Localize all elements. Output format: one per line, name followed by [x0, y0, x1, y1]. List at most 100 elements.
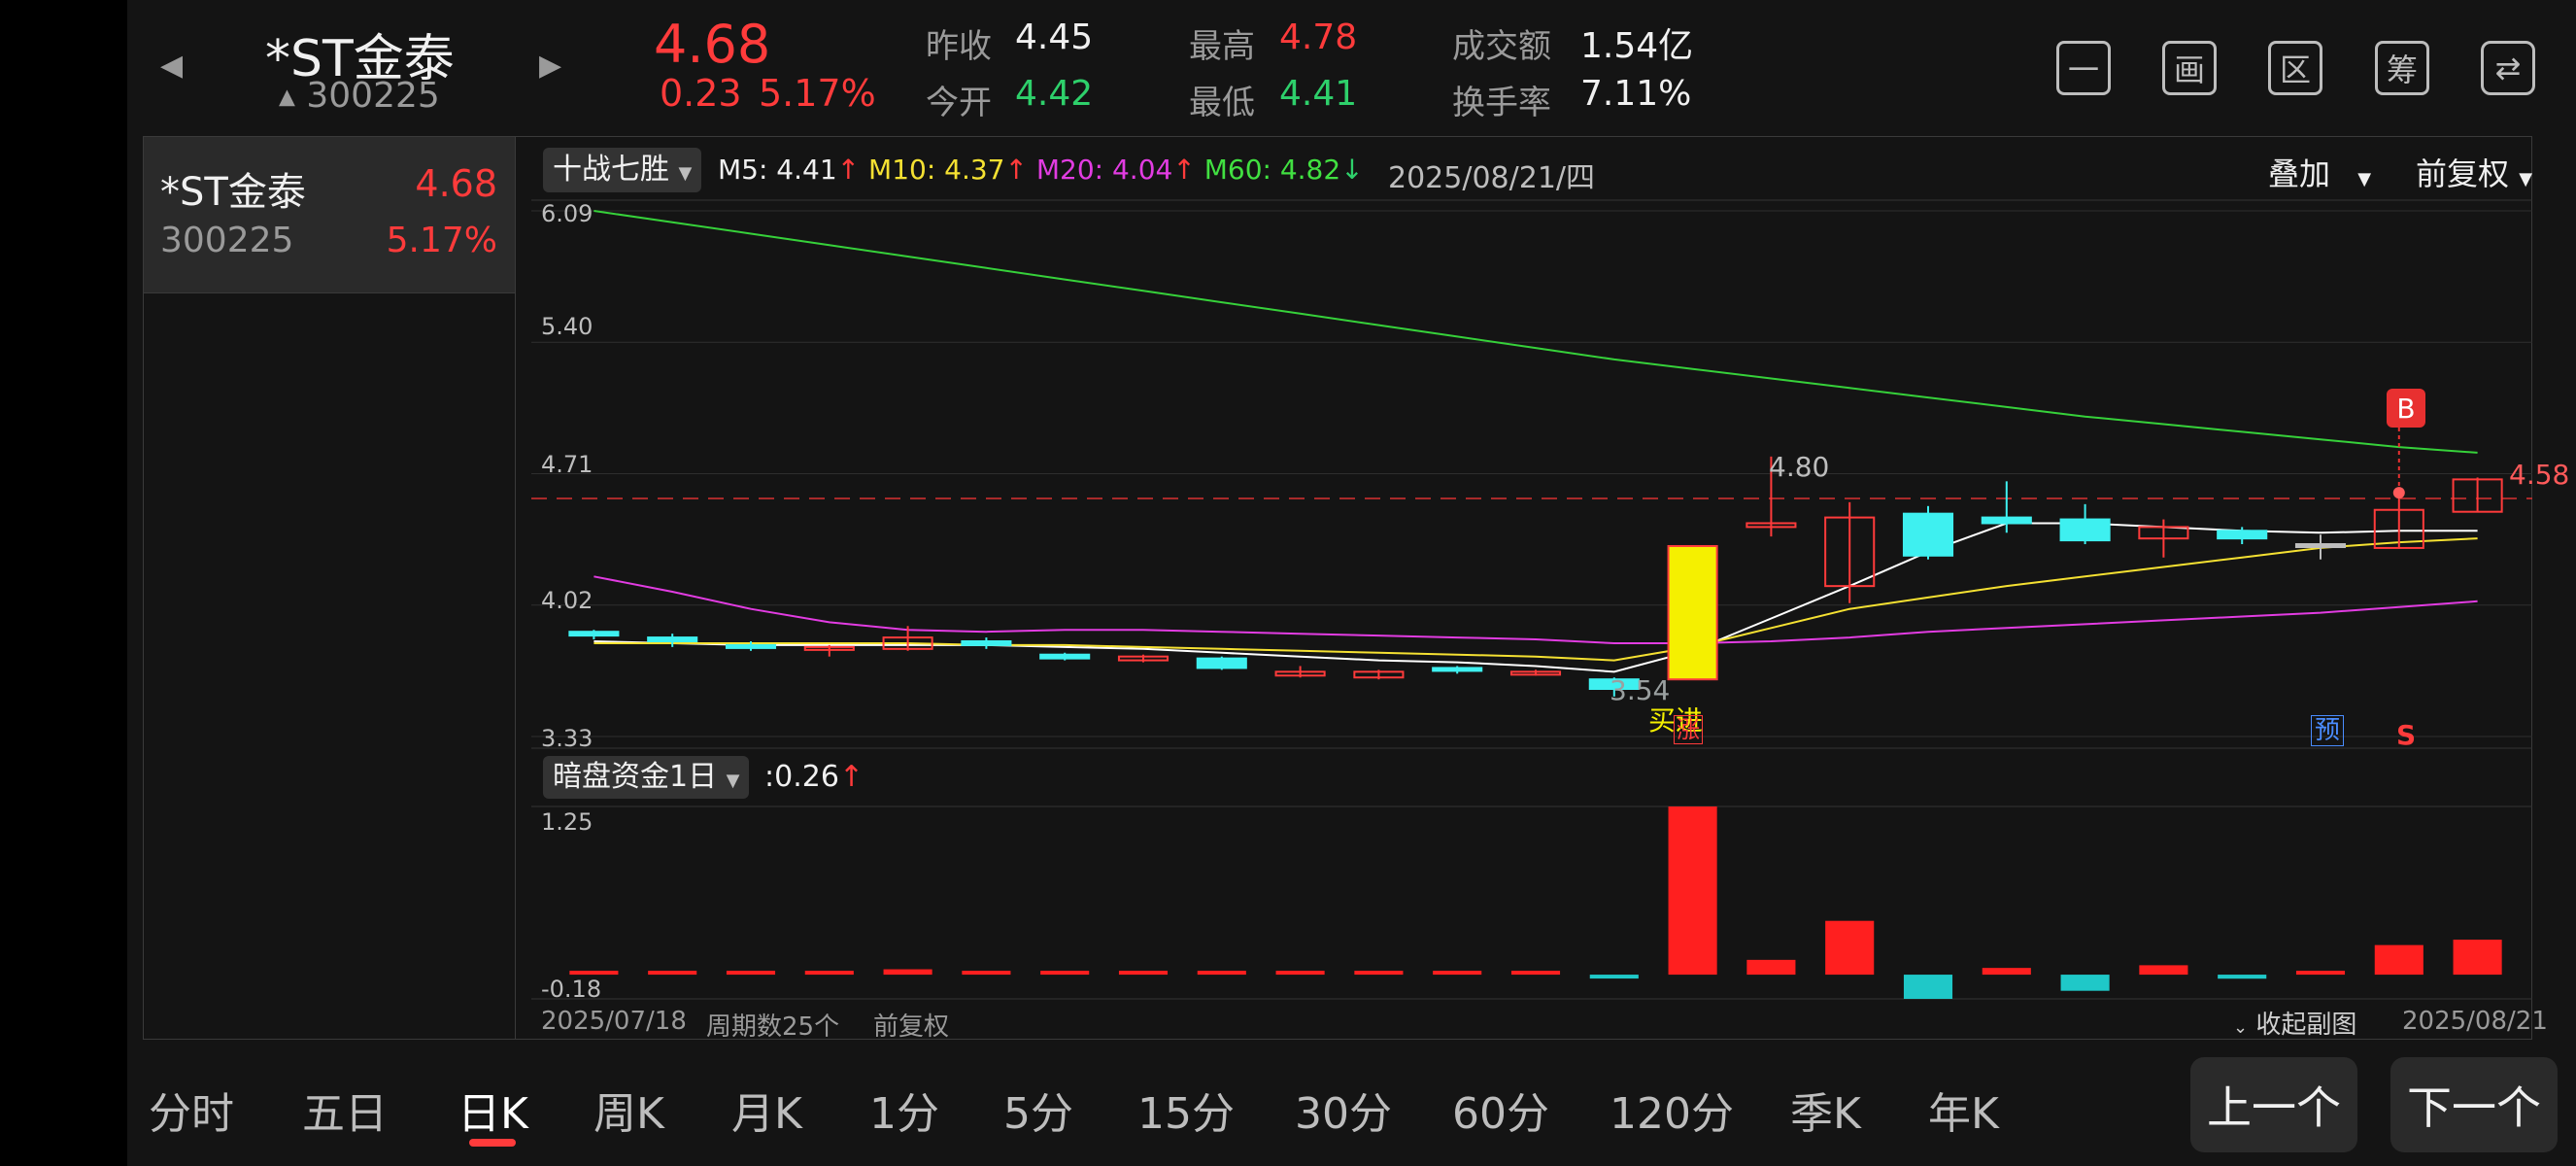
sub-bar: [1197, 971, 1246, 976]
tab-intraday[interactable]: 分时: [149, 1089, 234, 1139]
collapse-subchart-button[interactable]: ⌄ 收起副图: [2233, 1005, 2356, 1041]
stock-name: *ST金泰: [265, 30, 455, 88]
candle: [1117, 655, 1169, 662]
sidebar-stock-item[interactable]: *ST金泰 4.68 300225 5.17%: [144, 137, 515, 293]
stat-label-low: 最低: [1189, 84, 1255, 122]
tab-15min[interactable]: 15分: [1137, 1089, 1235, 1139]
caret-down-icon: ▼: [726, 771, 740, 791]
tab-daily-k[interactable]: 日K: [458, 1089, 528, 1139]
chart-frame: [143, 136, 2532, 1040]
chevron-down-icon: ⌄: [2233, 1017, 2249, 1038]
y-tick-label: 4.71: [541, 451, 593, 478]
sub-bar: [2453, 940, 2502, 976]
sub-bar: [1746, 959, 1796, 976]
m5-line: [593, 522, 2478, 673]
candle: [2059, 518, 2111, 542]
sub-indicator-value-row: :0.26↑: [764, 760, 864, 794]
prev-stock-arrow-icon[interactable]: ◀: [160, 49, 184, 83]
caret-down-icon: ▼: [678, 163, 693, 184]
footer-adjust-label: 前复权: [873, 1012, 950, 1042]
period-count: 周期数25个: [706, 1012, 840, 1042]
candle: [1196, 657, 1247, 669]
indicator-label: 十战七胜: [553, 153, 669, 187]
tab-1min[interactable]: 1分: [869, 1089, 939, 1139]
sidebar: *ST金泰 4.68 300225 5.17%: [144, 137, 516, 1039]
tab-quarterly-k[interactable]: 季K: [1790, 1089, 1861, 1139]
buy-text-label: 买进: [1648, 704, 1704, 737]
tab-60min[interactable]: 60分: [1452, 1089, 1549, 1139]
stat-label-high: 最高: [1189, 27, 1255, 66]
stat-value-low: 4.41: [1279, 74, 1358, 114]
sub-y-tick-label: -0.18: [541, 976, 602, 1003]
candle: [647, 636, 698, 642]
sub-bar: [1982, 968, 2031, 976]
stat-value-turnover: 1.54亿: [1580, 26, 1694, 66]
caret-down-icon: ▼: [2357, 169, 2372, 189]
sub-bar: [804, 971, 854, 976]
x-end-date: 2025/08/21: [2402, 1007, 2548, 1036]
tab-30min[interactable]: 30分: [1295, 1089, 1392, 1139]
candle: [1981, 516, 2032, 525]
indicator-selector[interactable]: 十战七胜 ▼: [543, 148, 702, 192]
low-price-label: 3.54: [1610, 674, 1671, 706]
stat-label-open: 今开: [926, 84, 992, 122]
overlay-selector[interactable]: 叠加 ▼: [2268, 150, 2371, 194]
sub-bar: [569, 971, 619, 976]
collapse-subchart-label: 收起副图: [2255, 1011, 2357, 1040]
sub-bar: [1118, 971, 1169, 976]
tab-5min[interactable]: 5分: [1003, 1089, 1073, 1139]
chips-icon[interactable]: 筹: [2375, 41, 2429, 95]
last-price-label: 4.58: [2509, 459, 2570, 491]
sub-indicator-selector[interactable]: 暗盘资金1日 ▼: [543, 756, 750, 799]
kline-chart[interactable]: [127, 0, 2576, 1049]
candle: [1588, 678, 1640, 690]
candle: [1039, 653, 1091, 660]
minus-icon[interactable]: 一: [2056, 41, 2111, 95]
prev-stock-button[interactable]: 上一个: [2190, 1057, 2357, 1152]
m60-line: [593, 210, 2478, 454]
stat-value-prev-close: 4.45: [1015, 17, 1094, 57]
candle: [961, 639, 1012, 646]
tab-five-day[interactable]: 五日: [302, 1089, 388, 1139]
arrow-down-icon: ↓: [1340, 154, 1364, 186]
sub-bar: [2374, 944, 2423, 976]
active-tab-underline: [469, 1139, 516, 1147]
candle: [882, 636, 933, 650]
stat-label-turnover-rate: 换手率: [1452, 84, 1551, 122]
tab-monthly-k[interactable]: 月K: [731, 1089, 802, 1139]
high-price-label: 4.80: [1769, 451, 1830, 483]
sidebar-stock-pct: 5.17%: [386, 221, 497, 260]
m10-line: [593, 537, 2478, 662]
ma-legend: M5: 4.41↑ M10: 4.37↑ M20: 4.04↑ M60: 4.8…: [718, 154, 1364, 186]
sub-bar: [1825, 920, 1875, 976]
tab-weekly-k[interactable]: 周K: [593, 1089, 664, 1139]
candle: [2217, 530, 2268, 540]
sub-bar: [1589, 975, 1639, 979]
stock-code: 300225: [306, 76, 440, 116]
draw-icon[interactable]: 画: [2162, 41, 2217, 95]
y-tick-label: 3.33: [541, 725, 593, 752]
candle: [1902, 512, 1954, 557]
tab-yearly-k[interactable]: 年K: [1928, 1089, 1999, 1139]
tab-120min[interactable]: 120分: [1610, 1089, 1734, 1139]
zone-icon[interactable]: 区: [2268, 41, 2322, 95]
buy-marker[interactable]: B: [2387, 389, 2425, 428]
sub-indicator-value: :0.26: [764, 760, 839, 794]
ma60-value: M60: 4.82: [1203, 154, 1341, 186]
sub-bar: [2218, 975, 2267, 979]
sidebar-stock-name: *ST金泰: [160, 170, 306, 215]
adjust-selector[interactable]: 前复权 ▼: [2416, 150, 2532, 194]
sell-marker: S: [2396, 719, 2417, 751]
stock-code-row: ▲ 300225: [279, 76, 440, 116]
sub-bar: [648, 971, 697, 976]
yu-marker: 预: [2311, 715, 2345, 746]
m20-line: [593, 575, 2478, 644]
sub-chart-bars: [531, 806, 2532, 1000]
chart-date: 2025/08/21/四: [1388, 161, 1596, 195]
current-price: 4.68: [654, 14, 771, 75]
next-stock-arrow-icon[interactable]: ▶: [539, 49, 562, 83]
device-switch-icon[interactable]: ⇄: [2481, 41, 2535, 95]
candle: [1432, 667, 1483, 672]
app: ◀ *ST金泰 ▲ 300225 ▶ 4.68 0.23 5.17% 昨收 4.…: [127, 0, 2576, 1166]
next-stock-button[interactable]: 下一个: [2390, 1057, 2558, 1152]
